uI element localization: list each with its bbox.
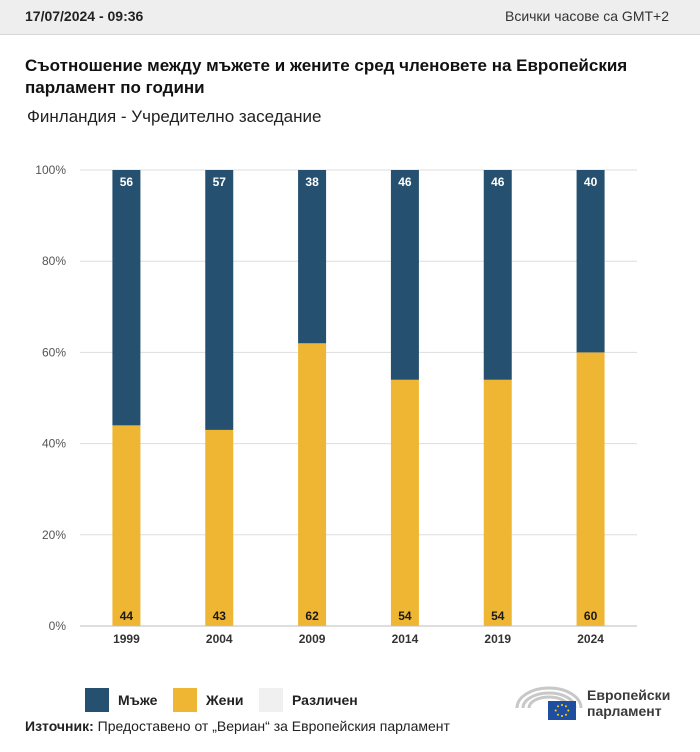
bar-women [483,379,512,626]
y-tick-label: 0% [49,619,67,633]
chart-subtitle: Финландия - Учредително заседание [27,107,322,126]
bar-men [483,170,512,380]
legend-label-other: Различен [292,692,358,708]
x-tick-label: 2009 [299,632,326,646]
x-tick-label: 1999 [113,632,140,646]
data-label-women: 54 [398,609,412,623]
x-tick-label: 2014 [392,632,419,646]
bar-men [298,170,327,344]
legend-label-women: Жени [206,692,244,708]
data-label-women: 60 [584,609,598,623]
ep-logo: Европейски парламент [514,682,684,722]
legend-swatch-men [85,688,109,712]
data-label-men: 40 [584,175,598,189]
y-tick-label: 20% [42,528,66,542]
bar-men [112,170,141,426]
bar-women [576,352,605,626]
stacked-bar-chart: 0% 20% 40% 60% 80% 100% 56 44 1999 57 43 2004 38 62 20… [35,163,637,646]
y-tick-label: 40% [42,437,66,451]
data-label-women: 62 [305,609,319,623]
bar-women [112,425,141,626]
source-text: Предоставено от „Вериан“ за Европейския … [93,718,450,734]
data-label-men: 56 [120,175,134,189]
data-label-women: 43 [213,609,227,623]
y-tick-label: 100% [35,163,66,177]
x-tick-label: 2024 [577,632,604,646]
x-tick-label: 2019 [484,632,511,646]
top-bar: 17/07/2024 - 09:36 Всички часове са GMT+… [0,0,700,35]
legend-swatch-other [259,688,283,712]
data-label-men: 46 [491,175,505,189]
data-label-men: 38 [305,175,319,189]
ep-logo-line1: Европейски [587,687,671,703]
data-label-women: 44 [120,609,134,623]
data-label-men: 46 [398,175,412,189]
ep-logo-text: Европейски парламент [587,687,670,719]
timezone-note: Всички часове са GMT+2 [504,8,669,24]
legend-swatch-women [173,688,197,712]
x-tick-label: 2004 [206,632,233,646]
bar-women [298,343,327,626]
bar-men [390,170,419,380]
chart-title: Съотношение между мъжете и жените сред ч… [25,56,628,97]
bar-women [390,379,419,626]
data-label-men: 57 [213,175,227,189]
y-tick-label: 60% [42,345,66,359]
bar-women [205,429,234,626]
ep-logo-line2: парламент [587,703,662,719]
source-note: Източник: Предоставено от „Вериан“ за Ев… [25,718,450,734]
data-label-women: 54 [491,609,505,623]
timestamp: 17/07/2024 - 09:36 [25,8,144,24]
ep-hemicycle-logo-icon [515,686,583,720]
legend-label-men: Мъже [118,692,158,708]
bar-men [576,170,605,353]
bar-men [205,170,234,430]
source-label: Източник: [25,718,94,734]
y-tick-label: 80% [42,254,66,268]
